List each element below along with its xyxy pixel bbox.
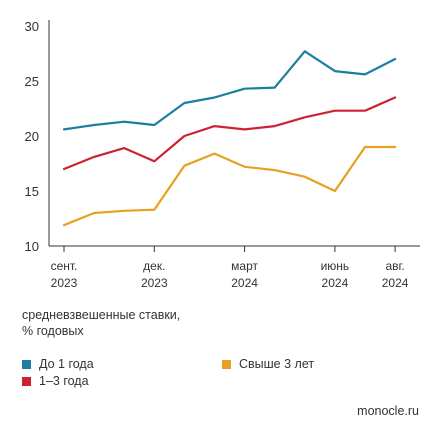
legend-item-over-3y: Свыше 3 лет bbox=[222, 357, 314, 371]
legend-swatch-icon bbox=[222, 359, 231, 369]
x-tick-labels: сент. 2023 дек. 2023 март 2024 июнь 2024 авг. 202… bbox=[51, 246, 409, 290]
x-tick-label: 2023 bbox=[141, 276, 168, 290]
y-tick-label: 10 bbox=[25, 239, 39, 254]
series-line bbox=[62, 145, 397, 227]
x-tick-label: июнь bbox=[321, 259, 350, 273]
y-tick-label: 15 bbox=[25, 184, 39, 199]
legend-swatch-icon bbox=[22, 359, 31, 369]
y-tick-labels: 10 15 20 25 30 bbox=[25, 19, 39, 254]
series-line bbox=[62, 50, 397, 131]
series-lines bbox=[62, 50, 397, 227]
x-tick-label: сент. bbox=[51, 259, 78, 273]
axis-note-line2: % годовых bbox=[22, 324, 84, 338]
axis-note: средневзвешенные ставки, % годовых bbox=[22, 307, 180, 339]
axis-note-line1: средневзвешенные ставки, bbox=[22, 308, 181, 322]
x-tick-label: 2024 bbox=[322, 276, 349, 290]
source-label: monocle.ru bbox=[357, 404, 419, 418]
x-tick-label: 2024 bbox=[231, 276, 258, 290]
x-tick-label: 2023 bbox=[51, 276, 78, 290]
x-tick-label: 2024 bbox=[382, 276, 409, 290]
rates-chart: 10 15 20 25 30 сент. 2023 дек. 2023 март 2024 июнь… bbox=[25, 19, 420, 290]
x-tick-label: авг. bbox=[385, 259, 404, 273]
legend-swatch-icon bbox=[22, 376, 31, 386]
x-tick-label: март bbox=[231, 259, 258, 273]
legend-item-upto-1y: До 1 года bbox=[22, 357, 94, 371]
legend-label: Свыше 3 лет bbox=[239, 357, 315, 371]
y-tick-label: 20 bbox=[25, 129, 39, 144]
y-tick-label: 25 bbox=[25, 74, 39, 89]
legend-label: 1–3 года bbox=[39, 374, 89, 388]
legend-item-1-3y: 1–3 года bbox=[22, 374, 89, 388]
legend-label: До 1 года bbox=[39, 357, 94, 371]
series-line bbox=[62, 96, 397, 171]
y-tick-label: 30 bbox=[25, 19, 39, 34]
x-tick-label: дек. bbox=[143, 259, 165, 273]
